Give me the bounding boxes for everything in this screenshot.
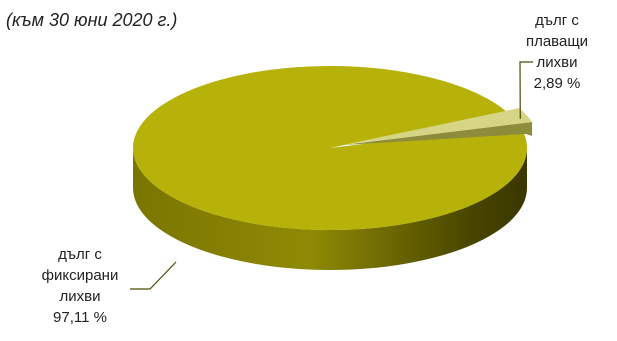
slice-label-floating-line3: лихви [536, 54, 578, 71]
slice-value-fixed: 97,11 % [53, 309, 107, 326]
slice-label-floating: дълг с плаващи лихви 2,89 % [512, 10, 602, 94]
slice-floating-side [343, 121, 533, 146]
slice-fixed [133, 66, 527, 231]
slice-label-fixed-line2: фиксирани [41, 267, 119, 284]
slice-floating-group [343, 108, 533, 146]
slice-label-floating-line2: плаващи [525, 33, 589, 50]
leader-line-fixed [130, 261, 177, 290]
slice-label-fixed: дълг с фиксирани лихви 97,11 % [30, 244, 130, 328]
slice-value-floating: 2,89 % [533, 75, 581, 92]
chart-subtitle: (към 30 юни 2020 г.) [6, 10, 178, 30]
leader-line-floating [519, 61, 533, 119]
slice-label-fixed-line3: лихви [59, 288, 101, 305]
slice-label-fixed-line1: дълг с [58, 246, 102, 263]
slice-floating [343, 108, 533, 146]
slice-label-floating-line1: дълг с [535, 12, 579, 29]
slice-fixed-side [133, 148, 527, 270]
